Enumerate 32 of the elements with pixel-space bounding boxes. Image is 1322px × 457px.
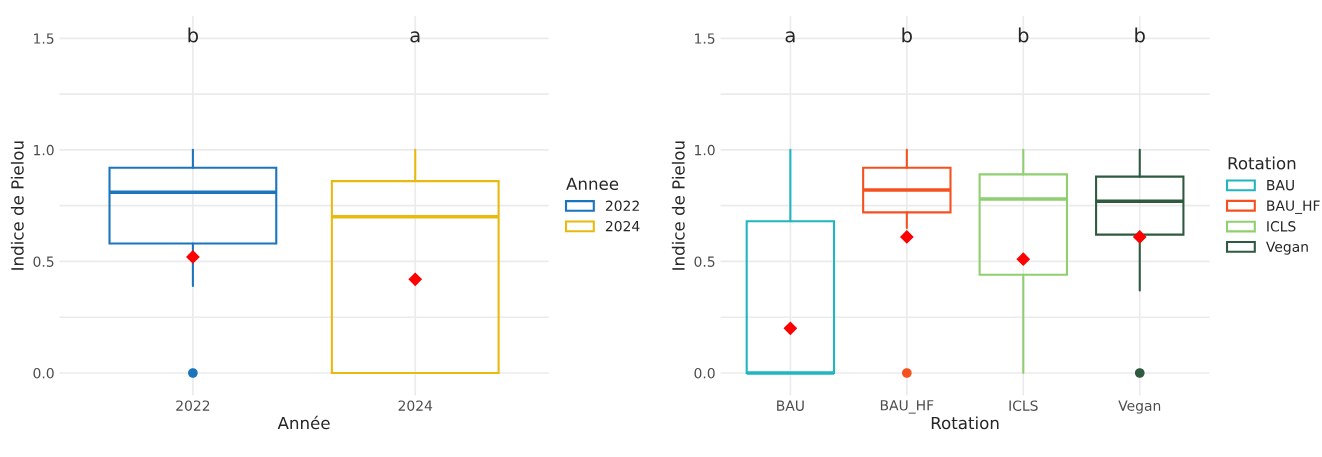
legend-label: BAU_HF <box>1267 200 1320 214</box>
annotation: b <box>188 27 198 43</box>
y-tick-label: 1.0 <box>695 144 715 156</box>
y-axis-title: Indice de Pielou <box>671 141 685 270</box>
x-axis-title: Rotation <box>931 416 999 430</box>
y-tick-label: 0.0 <box>33 367 54 379</box>
annotation: b <box>1018 27 1029 43</box>
y-tick-label: 0.0 <box>694 367 715 379</box>
x-tick-label: 2022 <box>176 400 210 411</box>
legend-label: 2024 <box>605 220 640 232</box>
annotation: b <box>1135 27 1145 43</box>
y-tick-label: 1.0 <box>34 144 54 156</box>
x-tick-label: Vegan <box>1118 400 1161 414</box>
legend-label: ICLS <box>1267 221 1296 232</box>
x-tick-label: BAU <box>777 400 804 411</box>
y-tick-label: 0.5 <box>33 256 54 267</box>
x-tick-label: ICLS <box>1009 400 1038 411</box>
x-tick-label: 2024 <box>398 400 433 411</box>
x-tick-label: BAU_HF <box>880 400 934 414</box>
y-tick-label: 1.5 <box>34 33 54 44</box>
y-tick-label: 1.5 <box>695 33 715 44</box>
legend-label: Vegan <box>1266 241 1308 255</box>
legend-label: BAU <box>1267 180 1294 191</box>
legend-title: Rotation <box>1228 156 1296 170</box>
legend-title: Annee <box>566 177 619 191</box>
y-tick-label: 0.5 <box>694 256 715 267</box>
y-axis-title: Indice de Pielou <box>10 141 24 270</box>
annotation: a <box>785 31 795 43</box>
x-axis-title: Année <box>277 415 330 430</box>
annotation: b <box>902 27 912 43</box>
legend-label: 2022 <box>605 200 639 212</box>
annotation: a <box>410 31 420 43</box>
